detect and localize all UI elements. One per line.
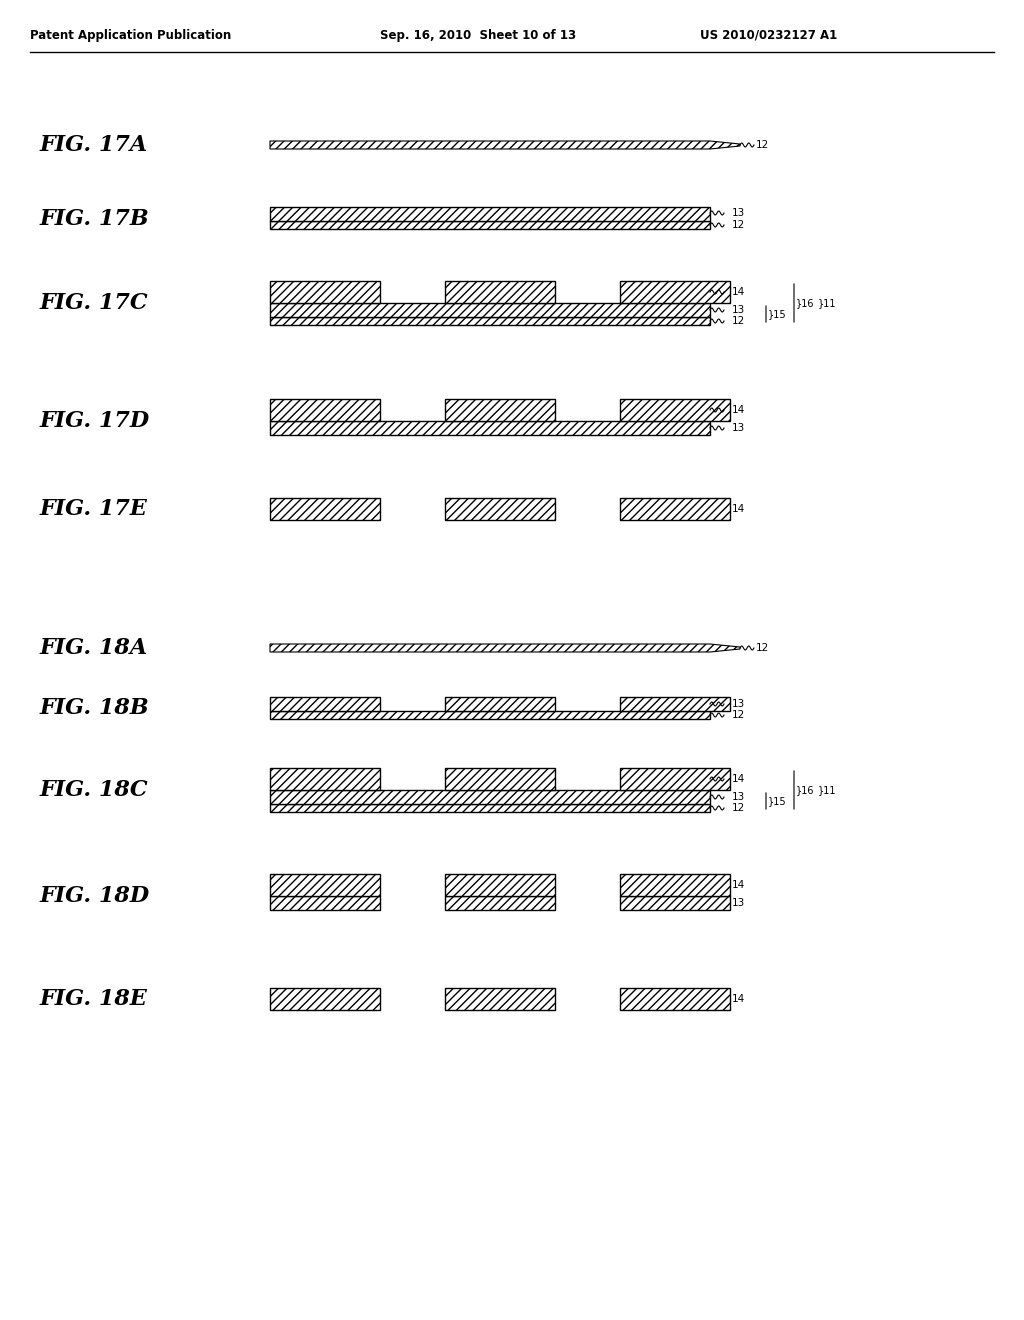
FancyBboxPatch shape	[270, 987, 380, 1010]
Text: }15: }15	[768, 796, 786, 807]
Text: }16: }16	[796, 298, 814, 308]
FancyBboxPatch shape	[270, 768, 380, 789]
Text: 14: 14	[732, 774, 745, 784]
Text: 12: 12	[732, 315, 745, 326]
FancyBboxPatch shape	[270, 207, 710, 220]
Text: FIG. 18A: FIG. 18A	[40, 638, 148, 659]
Text: FIG. 18E: FIG. 18E	[40, 987, 147, 1010]
Text: 13: 13	[732, 792, 745, 803]
FancyBboxPatch shape	[620, 874, 730, 896]
Text: US 2010/0232127 A1: US 2010/0232127 A1	[700, 29, 838, 41]
FancyBboxPatch shape	[270, 697, 380, 711]
Text: FIG. 17D: FIG. 17D	[40, 411, 151, 432]
FancyBboxPatch shape	[445, 768, 555, 789]
FancyBboxPatch shape	[620, 768, 730, 789]
Text: FIG. 18D: FIG. 18D	[40, 884, 151, 907]
Text: 12: 12	[732, 220, 745, 230]
Text: 14: 14	[732, 286, 745, 297]
FancyBboxPatch shape	[620, 281, 730, 304]
FancyBboxPatch shape	[445, 896, 555, 909]
FancyBboxPatch shape	[445, 874, 555, 896]
Text: 13: 13	[732, 305, 745, 315]
Text: 13: 13	[732, 209, 745, 218]
Text: 12: 12	[732, 710, 745, 719]
FancyBboxPatch shape	[270, 498, 380, 520]
FancyBboxPatch shape	[620, 498, 730, 520]
Polygon shape	[270, 644, 740, 652]
FancyBboxPatch shape	[445, 399, 555, 421]
Text: }11: }11	[818, 298, 837, 308]
Text: 13: 13	[732, 422, 745, 433]
FancyBboxPatch shape	[620, 987, 730, 1010]
Text: }15: }15	[768, 309, 786, 319]
Text: 14: 14	[732, 994, 745, 1005]
Text: FIG. 17E: FIG. 17E	[40, 498, 147, 520]
FancyBboxPatch shape	[270, 220, 710, 228]
FancyBboxPatch shape	[620, 697, 730, 711]
FancyBboxPatch shape	[270, 874, 380, 896]
Text: FIG. 18C: FIG. 18C	[40, 779, 148, 801]
Text: FIG. 17B: FIG. 17B	[40, 209, 150, 230]
Text: Patent Application Publication: Patent Application Publication	[30, 29, 231, 41]
FancyBboxPatch shape	[445, 498, 555, 520]
Text: 14: 14	[732, 504, 745, 513]
FancyBboxPatch shape	[270, 789, 710, 804]
Text: }16: }16	[796, 785, 814, 795]
FancyBboxPatch shape	[270, 711, 710, 719]
Text: }11: }11	[818, 785, 837, 795]
Text: 13: 13	[732, 898, 745, 908]
FancyBboxPatch shape	[620, 896, 730, 909]
Text: 12: 12	[732, 803, 745, 813]
Text: 12: 12	[756, 643, 769, 653]
Text: 13: 13	[732, 700, 745, 709]
FancyBboxPatch shape	[270, 281, 380, 304]
FancyBboxPatch shape	[620, 399, 730, 421]
Text: FIG. 17C: FIG. 17C	[40, 292, 148, 314]
FancyBboxPatch shape	[445, 697, 555, 711]
FancyBboxPatch shape	[270, 896, 380, 909]
FancyBboxPatch shape	[270, 421, 710, 436]
FancyBboxPatch shape	[445, 987, 555, 1010]
Text: Sep. 16, 2010  Sheet 10 of 13: Sep. 16, 2010 Sheet 10 of 13	[380, 29, 577, 41]
Text: FIG. 18B: FIG. 18B	[40, 697, 150, 719]
FancyBboxPatch shape	[445, 281, 555, 304]
FancyBboxPatch shape	[270, 399, 380, 421]
Text: FIG. 17A: FIG. 17A	[40, 135, 148, 156]
Text: 14: 14	[732, 880, 745, 890]
Polygon shape	[270, 141, 740, 149]
FancyBboxPatch shape	[270, 804, 710, 812]
Text: 14: 14	[732, 405, 745, 414]
FancyBboxPatch shape	[270, 317, 710, 325]
Text: 12: 12	[756, 140, 769, 150]
FancyBboxPatch shape	[270, 304, 710, 317]
